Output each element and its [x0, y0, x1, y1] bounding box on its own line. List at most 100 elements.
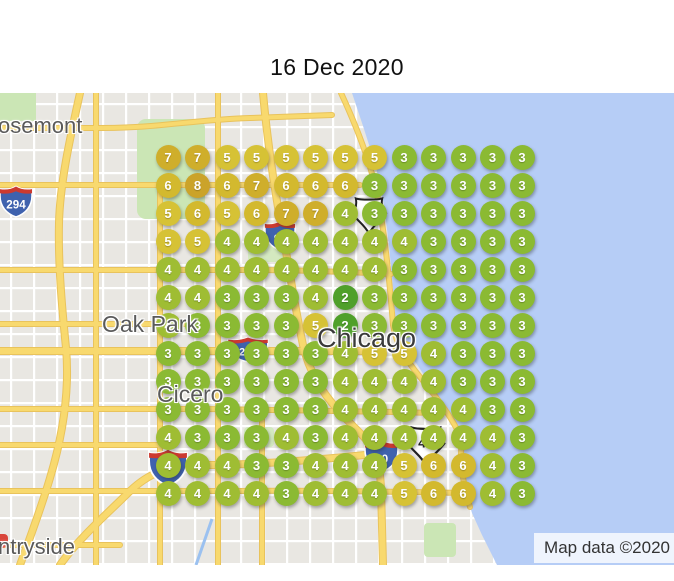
grid-marker[interactable]: 3 — [509, 452, 535, 478]
grid-marker[interactable]: 3 — [450, 256, 476, 282]
grid-marker[interactable]: 3 — [155, 340, 181, 366]
grid-marker[interactable]: 4 — [214, 480, 240, 506]
grid-marker[interactable]: 3 — [450, 312, 476, 338]
grid-marker[interactable]: 3 — [244, 424, 269, 450]
grid-marker[interactable]: 3 — [185, 312, 210, 338]
grid-marker[interactable]: 4 — [332, 340, 358, 366]
grid-marker[interactable]: 4 — [391, 368, 417, 394]
grid-marker[interactable]: 7 — [303, 200, 328, 226]
grid-marker[interactable]: 6 — [450, 452, 476, 478]
grid-marker[interactable]: 3 — [509, 172, 535, 198]
grid-marker[interactable]: 3 — [244, 284, 269, 310]
grid-marker[interactable]: 2 — [332, 284, 358, 310]
grid-marker[interactable]: 3 — [450, 144, 476, 170]
grid-marker[interactable]: 4 — [332, 396, 358, 422]
grid-marker[interactable]: 3 — [273, 284, 299, 310]
grid-marker[interactable]: 4 — [155, 480, 181, 506]
grid-marker[interactable]: 3 — [509, 368, 535, 394]
grid-marker[interactable]: 4 — [450, 396, 476, 422]
map-canvas[interactable]: 294902909041 775555553333368676663333335… — [0, 93, 674, 565]
grid-marker[interactable]: 4 — [391, 228, 417, 254]
grid-marker[interactable]: 7 — [185, 144, 210, 170]
grid-marker[interactable]: 3 — [509, 424, 535, 450]
grid-marker[interactable]: 4 — [185, 480, 210, 506]
grid-marker[interactable]: 3 — [421, 256, 446, 282]
grid-marker[interactable]: 4 — [480, 480, 505, 506]
grid-marker[interactable]: 4 — [480, 452, 505, 478]
grid-marker[interactable]: 6 — [244, 200, 269, 226]
grid-marker[interactable]: 3 — [244, 368, 269, 394]
grid-marker[interactable]: 5 — [273, 144, 299, 170]
grid-marker[interactable]: 3 — [480, 284, 505, 310]
grid-marker[interactable]: 3 — [391, 312, 417, 338]
grid-marker[interactable]: 4 — [155, 284, 181, 310]
grid-marker[interactable]: 6 — [273, 172, 299, 198]
grid-marker[interactable]: 5 — [214, 200, 240, 226]
grid-marker[interactable]: 3 — [480, 144, 505, 170]
grid-marker[interactable]: 5 — [155, 200, 181, 226]
grid-marker[interactable]: 5 — [362, 144, 387, 170]
grid-marker[interactable]: 3 — [509, 480, 535, 506]
grid-marker[interactable]: 3 — [273, 368, 299, 394]
grid-marker[interactable]: 4 — [244, 228, 269, 254]
grid-marker[interactable]: 3 — [480, 396, 505, 422]
grid-marker[interactable]: 4 — [244, 256, 269, 282]
grid-marker[interactable]: 4 — [480, 424, 505, 450]
grid-marker[interactable]: 5 — [391, 340, 417, 366]
grid-marker[interactable]: 3 — [480, 172, 505, 198]
grid-marker[interactable]: 4 — [332, 452, 358, 478]
grid-marker[interactable]: 5 — [155, 228, 181, 254]
grid-marker[interactable]: 3 — [214, 424, 240, 450]
grid-marker[interactable]: 7 — [244, 172, 269, 198]
grid-marker[interactable]: 3 — [509, 312, 535, 338]
grid-marker[interactable]: 3 — [509, 144, 535, 170]
grid-marker[interactable]: 3 — [421, 228, 446, 254]
grid-marker[interactable]: 4 — [273, 228, 299, 254]
grid-marker[interactable]: 5 — [244, 144, 269, 170]
grid-marker[interactable]: 4 — [273, 424, 299, 450]
grid-marker[interactable]: 3 — [303, 424, 328, 450]
grid-marker[interactable]: 4 — [421, 424, 446, 450]
grid-marker[interactable]: 3 — [391, 284, 417, 310]
grid-marker[interactable]: 3 — [214, 312, 240, 338]
grid-marker[interactable]: 4 — [214, 228, 240, 254]
grid-marker[interactable]: 4 — [421, 340, 446, 366]
grid-marker[interactable]: 4 — [332, 256, 358, 282]
grid-marker[interactable]: 3 — [273, 452, 299, 478]
grid-marker[interactable]: 6 — [332, 172, 358, 198]
grid-marker[interactable]: 4 — [185, 452, 210, 478]
grid-marker[interactable]: 3 — [214, 368, 240, 394]
grid-marker[interactable]: 3 — [273, 340, 299, 366]
grid-marker[interactable]: 4 — [362, 452, 387, 478]
grid-marker[interactable]: 4 — [362, 396, 387, 422]
grid-marker[interactable]: 3 — [450, 172, 476, 198]
grid-marker[interactable]: 6 — [450, 480, 476, 506]
grid-marker[interactable]: 3 — [185, 396, 210, 422]
grid-marker[interactable]: 3 — [509, 284, 535, 310]
grid-marker[interactable]: 3 — [509, 256, 535, 282]
grid-marker[interactable]: 3 — [480, 340, 505, 366]
grid-marker[interactable]: 4 — [155, 424, 181, 450]
grid-marker[interactable]: 4 — [303, 228, 328, 254]
grid-marker[interactable]: 4 — [185, 256, 210, 282]
grid-marker[interactable]: 3 — [244, 312, 269, 338]
grid-marker[interactable]: 6 — [421, 452, 446, 478]
grid-marker[interactable]: 3 — [480, 256, 505, 282]
grid-marker[interactable]: 3 — [185, 368, 210, 394]
grid-marker[interactable]: 4 — [303, 452, 328, 478]
grid-marker[interactable]: 3 — [450, 368, 476, 394]
grid-marker[interactable]: 3 — [421, 312, 446, 338]
grid-marker[interactable]: 3 — [421, 144, 446, 170]
grid-marker[interactable]: 4 — [332, 228, 358, 254]
grid-marker[interactable]: 4 — [332, 480, 358, 506]
grid-marker[interactable]: 4 — [391, 396, 417, 422]
grid-marker[interactable]: 3 — [155, 368, 181, 394]
grid-marker[interactable]: 4 — [421, 396, 446, 422]
grid-marker[interactable]: 3 — [450, 340, 476, 366]
grid-marker[interactable]: 4 — [332, 368, 358, 394]
grid-marker[interactable]: 3 — [303, 340, 328, 366]
grid-marker[interactable]: 6 — [185, 200, 210, 226]
grid-marker[interactable]: 3 — [362, 284, 387, 310]
grid-marker[interactable]: 3 — [155, 396, 181, 422]
grid-marker[interactable]: 3 — [421, 200, 446, 226]
